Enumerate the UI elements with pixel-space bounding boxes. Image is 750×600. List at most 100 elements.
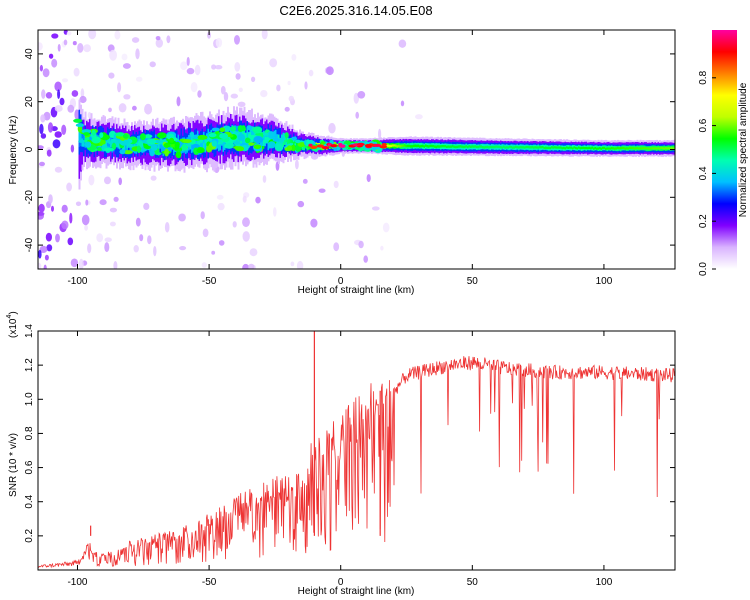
spectrogram-noise-blob xyxy=(251,76,256,83)
spectrogram-noise-blob xyxy=(234,62,241,72)
spectrogram-noise-blob xyxy=(178,213,186,222)
spectrogram-noise-blob xyxy=(363,255,369,263)
spectrogram-x-tick-label: 100 xyxy=(596,276,613,287)
spectrogram-band-cell xyxy=(539,146,541,149)
spectrogram-band-cell xyxy=(627,147,630,150)
spectrogram-heatmap xyxy=(38,30,675,269)
spectrogram-band-blob xyxy=(174,142,180,150)
spectrogram-noise-blob xyxy=(135,217,141,227)
spectrogram-band-cell xyxy=(525,145,528,149)
spectrogram-band-cell xyxy=(110,141,112,148)
spectrogram-band-cell xyxy=(471,145,474,148)
spectrogram-band-cell xyxy=(146,140,148,147)
spectrogram-noise-blob xyxy=(108,72,115,79)
spectrogram-y-tick-label: 20 xyxy=(24,96,35,108)
spectrogram-band-cell xyxy=(197,138,199,146)
spectrogram-noise-blob xyxy=(179,246,187,251)
spectrogram-band-cell xyxy=(80,132,82,143)
spectrogram-band-cell xyxy=(207,128,210,145)
spectrogram-noise-blob xyxy=(44,254,49,261)
spectrogram-band-cell xyxy=(189,142,192,150)
snr-line xyxy=(38,356,675,569)
spectrogram-band-blob xyxy=(164,148,170,157)
spectrogram-noise-blob xyxy=(113,196,119,202)
spectrogram-noise-blob xyxy=(296,260,304,269)
spectrogram-band-cell xyxy=(494,145,496,149)
spectrogram-band-blob xyxy=(110,138,117,143)
spectrogram-band-cell xyxy=(492,145,495,149)
spectrogram-band-cell xyxy=(459,145,462,148)
spectrogram-band-cell xyxy=(423,145,426,148)
spectrogram-noise-blob xyxy=(366,174,371,183)
spectrogram-band-cell xyxy=(596,147,598,150)
spectrogram-band-cell xyxy=(204,136,207,144)
spectrogram-band-blob xyxy=(253,144,262,150)
spectrogram-noise-blob xyxy=(113,261,118,269)
spectrogram-noise-blob xyxy=(308,69,314,77)
spectrogram-x-tick-label: 0 xyxy=(338,276,344,287)
snr-y-tick-label: 0.6 xyxy=(24,460,35,474)
spectrogram-band-cell xyxy=(441,145,444,148)
spectrogram-band-cell xyxy=(284,140,286,145)
spectrogram-band-cell xyxy=(476,145,478,149)
spectrogram-noise-blob xyxy=(180,61,188,70)
spectrogram-noise-blob xyxy=(85,199,89,206)
spectrogram-band-cell xyxy=(411,145,414,148)
spectrogram-band-cell xyxy=(579,147,582,150)
spectrogram-noise-blob xyxy=(248,263,255,269)
spectrogram-noise-blob xyxy=(45,232,53,242)
spectrogram-noise-blob xyxy=(197,90,202,98)
spectrogram-noise-blob xyxy=(63,39,68,46)
colorbar-tick-label: 0.8 xyxy=(698,70,709,84)
spectrogram-band-cell xyxy=(282,141,285,147)
spectrogram-band-cell xyxy=(461,145,463,148)
spectrogram-band-cell xyxy=(488,146,490,149)
spectrogram-band-cell xyxy=(536,146,538,149)
spectrogram-noise-blob xyxy=(201,262,207,268)
colorbar-tick-label: 0.6 xyxy=(698,118,709,132)
spectrogram-band-cell xyxy=(636,146,639,150)
spectrogram-noise-blob xyxy=(237,101,246,108)
spectrogram-noise-blob xyxy=(135,48,140,60)
spectrogram-band-cell xyxy=(659,147,661,150)
spectrogram-band-cell xyxy=(129,141,132,148)
spectrogram-noise-blob xyxy=(261,30,268,40)
spectrogram-band-cell xyxy=(603,146,606,149)
spectrogram-band-cell xyxy=(648,147,651,150)
spectrogram-band-cell xyxy=(452,145,454,148)
spectrogram-band-cell xyxy=(593,147,595,150)
spectrogram-band-cell xyxy=(585,146,588,150)
spectrogram-band-cell xyxy=(552,146,555,149)
spectrogram-band-cell xyxy=(287,139,289,145)
spectrogram-band-blob xyxy=(267,131,275,139)
spectrogram-band-blob xyxy=(114,139,122,143)
spectrogram-band-cell xyxy=(387,144,390,147)
spectrogram-band-cell xyxy=(621,146,624,149)
colorbar-gradient xyxy=(712,30,737,269)
spectrogram-band-cell xyxy=(252,126,255,143)
spectrogram-band-cell xyxy=(543,146,546,150)
spectrogram-band-blob xyxy=(119,149,126,155)
spectrogram-hotspot xyxy=(373,143,382,147)
spectrogram-band-blob xyxy=(111,142,117,150)
spectrogram-band-cell xyxy=(203,142,205,150)
spectrogram-band-cell xyxy=(506,146,508,149)
spectrogram-band-cell xyxy=(519,146,522,149)
spectrogram-band-cell xyxy=(644,147,646,150)
spectrogram-band-cell xyxy=(446,145,448,148)
spectrogram-noise-blob xyxy=(207,31,211,39)
spectrogram-band-cell xyxy=(396,145,399,148)
spectrogram-noise-blob xyxy=(333,180,339,189)
spectrogram-band-blob xyxy=(81,129,92,134)
spectrogram-noise-blob xyxy=(57,44,61,52)
spectrogram-noise-blob xyxy=(153,246,157,257)
spectrogram-band-blob xyxy=(255,132,264,136)
spectrogram-band-blob xyxy=(291,136,297,141)
spectrogram-noise-blob xyxy=(211,250,216,255)
spectrogram-noise-blob xyxy=(328,122,336,134)
spectrogram-noise-blob xyxy=(41,89,46,99)
spectrogram-noise-blob xyxy=(38,262,42,269)
spectrogram-band-cell xyxy=(450,145,453,148)
spectrogram-band-cell xyxy=(602,146,604,150)
spectrogram-band-cell xyxy=(410,145,412,148)
